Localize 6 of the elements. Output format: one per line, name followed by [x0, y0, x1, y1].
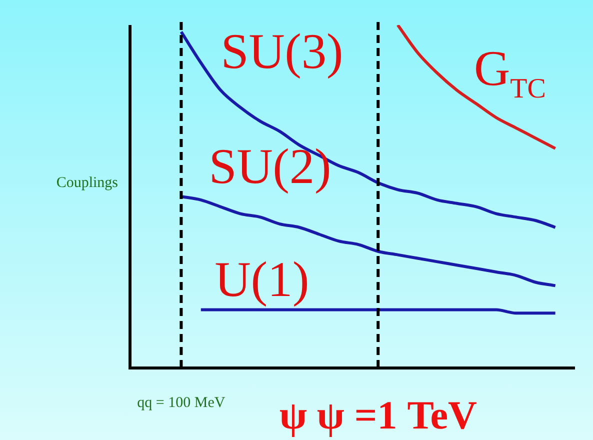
series-label: SU(3) — [220, 23, 344, 80]
series-label: U(1) — [214, 251, 310, 308]
y-axis-title: Couplings — [56, 174, 118, 191]
x-tick-label: ψ ψ =1 TeV — [279, 392, 477, 438]
series-label: SU(2) — [208, 138, 332, 194]
x-tick-label: qq = 100 MeV — [137, 394, 226, 411]
